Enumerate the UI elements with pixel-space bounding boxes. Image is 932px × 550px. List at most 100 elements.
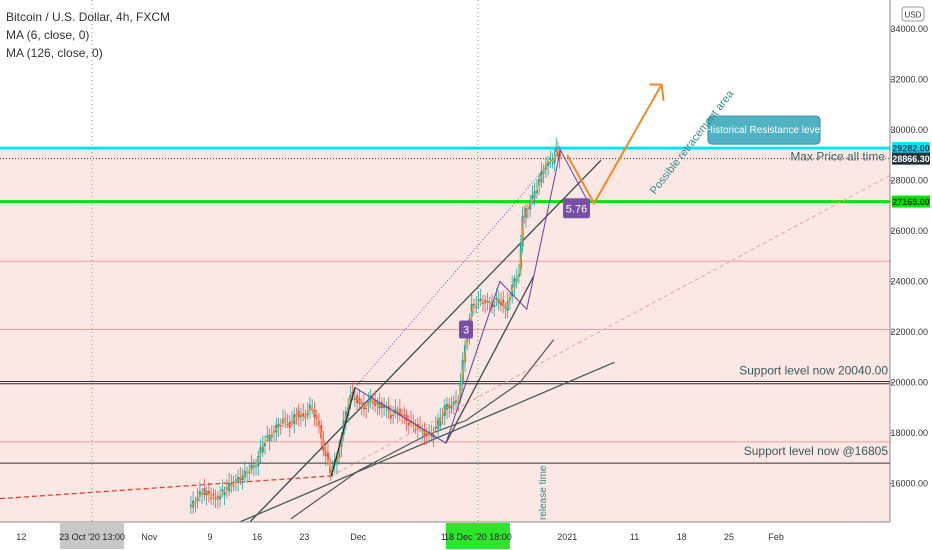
candle-body <box>207 490 210 495</box>
candle-body <box>353 398 357 400</box>
candle-body <box>434 426 437 430</box>
candle-body <box>365 407 368 409</box>
candle-body <box>270 435 273 438</box>
candle-body <box>254 466 258 468</box>
black-pattern-line <box>330 387 356 477</box>
y-tick-label: 16000.00 <box>890 479 928 489</box>
y-tick-label: 22000.00 <box>890 327 928 337</box>
candle-body <box>544 164 547 170</box>
candle-body <box>201 493 204 495</box>
chart-legend: Bitcoin / U.S. Dollar, 4h, FXCM MA (6, c… <box>6 8 170 62</box>
candle-body <box>369 398 372 403</box>
price-badge <box>892 152 930 165</box>
ma6-line <box>189 148 561 510</box>
candle-body <box>405 415 408 421</box>
candle-body <box>263 443 267 446</box>
price-badge <box>892 195 930 208</box>
candle-body <box>223 491 226 496</box>
candle-body <box>531 195 534 200</box>
long-trendline <box>223 361 615 530</box>
time-highlight <box>445 523 510 549</box>
x-tick-label: 14 <box>441 532 451 542</box>
purple-dotted-projection <box>354 149 561 388</box>
candle-body <box>493 304 496 307</box>
candle-body <box>189 504 193 507</box>
candle-body <box>407 423 410 426</box>
candle-body <box>488 301 491 303</box>
support-trendline-steep <box>249 159 602 522</box>
purple-pattern-lines <box>354 148 588 444</box>
candle-body <box>221 489 224 492</box>
x-tick-label: 25 <box>724 532 734 542</box>
release-time-label: release time <box>538 465 549 520</box>
resistance-label: Historical Resistance level <box>706 125 823 136</box>
candle-body <box>383 405 386 409</box>
candle-body <box>403 414 406 416</box>
x-tick-label: 9 <box>207 532 212 542</box>
candle-body <box>479 298 482 301</box>
candle-body <box>454 400 458 403</box>
x-tick-label: 18 <box>677 532 687 542</box>
candle-body <box>306 412 309 416</box>
chart-title: Bitcoin / U.S. Dollar, 4h, FXCM <box>6 10 171 24</box>
candle-body <box>547 161 550 166</box>
candle-body <box>549 158 552 160</box>
support-trendline-short <box>445 276 535 444</box>
x-tick-label: Nov <box>141 532 158 542</box>
candle-body <box>266 435 269 438</box>
candle-body <box>243 470 246 478</box>
y-tick-label: 26000.00 <box>890 226 928 236</box>
candle-body <box>472 304 476 306</box>
candle-body <box>394 408 397 413</box>
candle-body <box>535 189 538 194</box>
resistance-box <box>707 115 821 145</box>
y-tick-label: 24000.00 <box>890 277 928 287</box>
price-badge-label: 28866.30 <box>892 154 930 164</box>
candle-body <box>529 202 532 210</box>
candle-body <box>198 491 201 497</box>
x-tick-label: 16 <box>252 532 262 542</box>
candle-body <box>396 411 399 414</box>
x-tick-label: Feb <box>768 532 784 542</box>
y-tick-label: 28000.00 <box>890 176 928 186</box>
price-badge <box>892 142 930 155</box>
candle-body <box>259 447 262 454</box>
candle-body <box>322 440 325 451</box>
retracement-arrow <box>566 84 663 206</box>
candle-body <box>452 401 455 406</box>
candle-body <box>439 418 442 426</box>
y-tick-label: 18000.00 <box>890 428 928 438</box>
candle-body <box>477 299 480 301</box>
candle-body <box>268 434 271 442</box>
ma126-line <box>290 339 555 520</box>
retracement-arrowhead <box>649 83 665 102</box>
candle-body <box>371 402 374 404</box>
candle-body <box>376 402 379 405</box>
box-large <box>563 198 590 219</box>
candle-body <box>248 471 251 473</box>
box-large-label: 5.76 <box>566 203 587 215</box>
price-badge-label: 27165.00 <box>892 197 930 207</box>
price-badge-label: 29282.00 <box>892 144 930 154</box>
candle-body <box>232 485 235 487</box>
y-tick-label: 32000.00 <box>890 75 928 85</box>
candle-body <box>308 404 312 410</box>
candle-body <box>392 414 395 416</box>
price-axis-background <box>890 0 932 522</box>
price-zone-background <box>0 148 890 522</box>
x-tick-label: Dec <box>350 532 367 542</box>
candle-body <box>450 406 453 409</box>
candle-body <box>553 157 556 164</box>
candle-body <box>556 151 560 157</box>
candle-body <box>351 392 354 395</box>
max-price-label: Max Price all time <box>790 150 885 164</box>
candle-body <box>225 487 228 490</box>
candle-body <box>502 299 505 307</box>
candle-body <box>210 497 213 500</box>
candle-body <box>497 299 500 304</box>
candle-body <box>555 147 558 153</box>
time-highlight <box>60 523 125 549</box>
candle-body <box>326 452 330 461</box>
candle-body <box>212 493 215 496</box>
indicator-ma6: MA (6, close, 0) <box>6 28 90 42</box>
